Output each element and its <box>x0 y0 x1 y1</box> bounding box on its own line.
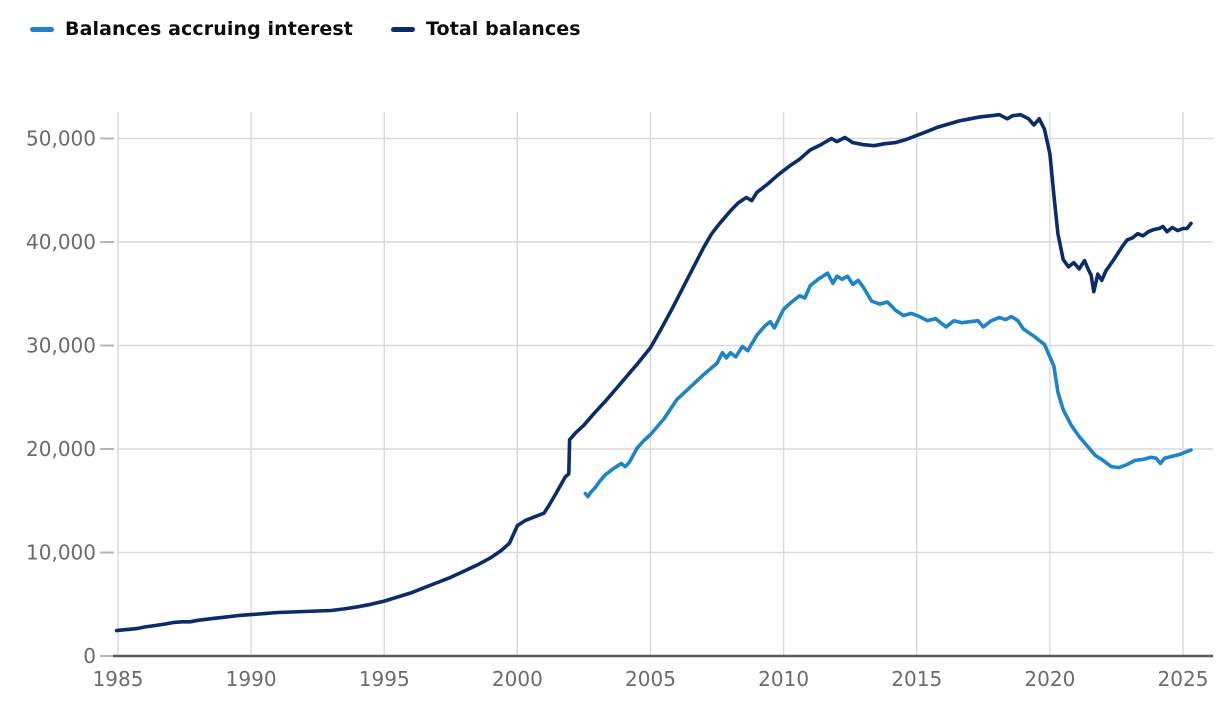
x-tick-label: 2025 <box>1158 667 1209 691</box>
legend: Balances accruing interest Total balance… <box>30 18 581 40</box>
series-line-total-balances <box>114 112 1193 633</box>
y-tick-label: 0 <box>83 644 96 668</box>
x-tick-label: 1985 <box>93 667 144 691</box>
legend-label: Balances accruing interest <box>65 18 353 40</box>
legend-item-balances-accruing-interest: Balances accruing interest <box>30 18 353 40</box>
x-tick-label: 2015 <box>891 667 942 691</box>
x-tick-label: 2020 <box>1024 667 1075 691</box>
y-tick-label: 50,000 <box>26 127 96 151</box>
y-tick-label: 30,000 <box>26 334 96 358</box>
legend-item-total-balances: Total balances <box>391 18 581 40</box>
legend-swatch-dark-blue-icon <box>391 26 415 32</box>
y-tick-label: 40,000 <box>26 230 96 254</box>
x-tick-label: 1995 <box>359 667 410 691</box>
x-tick-label: 2010 <box>758 667 809 691</box>
legend-swatch-light-blue-icon <box>30 26 54 32</box>
x-tick-label: 2000 <box>492 667 543 691</box>
legend-label: Total balances <box>426 18 581 40</box>
y-tick-label: 20,000 <box>26 437 96 461</box>
x-tick-label: 1990 <box>226 667 277 691</box>
series-line-balances-accruing-interest <box>583 271 1193 499</box>
y-tick-label: 10,000 <box>26 541 96 565</box>
x-tick-label: 2005 <box>625 667 676 691</box>
